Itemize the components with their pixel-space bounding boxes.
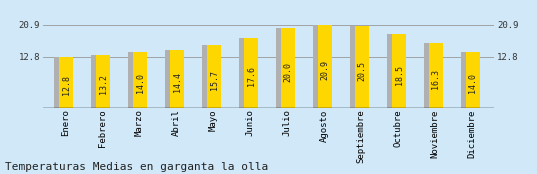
Text: 12.8: 12.8 bbox=[62, 75, 71, 95]
Bar bbox=[387, 34, 401, 108]
Text: 16.3: 16.3 bbox=[432, 69, 440, 89]
Text: 20.9: 20.9 bbox=[321, 60, 330, 80]
Bar bbox=[350, 26, 364, 108]
Text: 15.7: 15.7 bbox=[209, 70, 219, 90]
Bar bbox=[207, 45, 221, 108]
Text: 14.0: 14.0 bbox=[136, 73, 144, 93]
Bar bbox=[133, 52, 147, 108]
Bar bbox=[466, 52, 480, 108]
Text: 17.6: 17.6 bbox=[246, 66, 256, 86]
Bar bbox=[91, 55, 105, 108]
Bar bbox=[429, 43, 443, 108]
Bar bbox=[240, 38, 253, 108]
Text: 20.0: 20.0 bbox=[284, 62, 293, 82]
Text: 14.0: 14.0 bbox=[468, 73, 477, 93]
Bar bbox=[170, 50, 184, 108]
Text: 20.5: 20.5 bbox=[358, 61, 367, 81]
Bar bbox=[281, 28, 295, 108]
Bar bbox=[276, 28, 291, 108]
Text: 14.4: 14.4 bbox=[173, 72, 182, 92]
Bar bbox=[392, 34, 406, 108]
Bar bbox=[54, 57, 69, 108]
Bar bbox=[165, 50, 179, 108]
Bar bbox=[424, 43, 438, 108]
Bar bbox=[461, 52, 475, 108]
Bar bbox=[202, 45, 216, 108]
Bar bbox=[128, 52, 142, 108]
Bar bbox=[318, 25, 332, 108]
Text: Temperaturas Medias en garganta la olla: Temperaturas Medias en garganta la olla bbox=[5, 162, 268, 172]
Text: 18.5: 18.5 bbox=[395, 65, 403, 85]
Bar bbox=[313, 25, 327, 108]
Bar bbox=[59, 57, 73, 108]
Bar bbox=[355, 26, 369, 108]
Bar bbox=[96, 55, 110, 108]
Bar bbox=[244, 38, 258, 108]
Text: 13.2: 13.2 bbox=[99, 74, 108, 94]
